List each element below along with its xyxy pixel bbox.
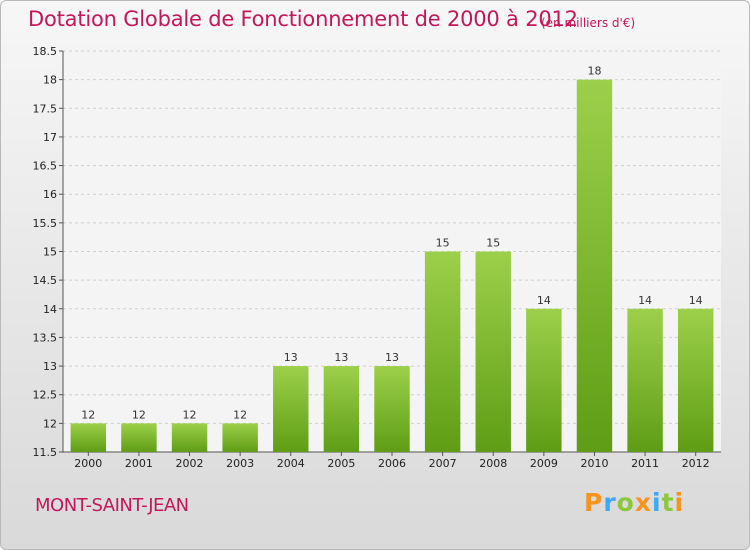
y-tick-label: 16.5: [33, 160, 58, 173]
bar-value-label: 13: [284, 351, 298, 364]
x-tick-label: 2010: [580, 457, 608, 470]
unit-note: (en milliers d'€): [541, 16, 636, 30]
x-tick-label: 2001: [125, 457, 153, 470]
y-tick-label: 13.5: [33, 331, 58, 344]
y-tick-label: 18.5: [33, 45, 58, 58]
x-tick-label: 2000: [74, 457, 102, 470]
x-tick-label: 2011: [631, 457, 659, 470]
x-tick-label: 2007: [429, 457, 457, 470]
bar: [222, 423, 258, 452]
bar: [121, 423, 157, 452]
y-tick-label: 14: [43, 303, 57, 316]
y-tick-label: 15: [43, 246, 57, 259]
y-tick-label: 17: [43, 131, 57, 144]
y-tick-label: 11.5: [33, 446, 58, 459]
bar-value-label: 12: [233, 408, 247, 421]
y-tick-label: 18: [43, 74, 57, 87]
bar: [677, 308, 714, 452]
x-tick-label: 2002: [176, 457, 204, 470]
logo-letter: t: [661, 488, 675, 517]
x-tick-label: 2006: [378, 457, 406, 470]
x-tick-label: 2008: [479, 457, 507, 470]
bar-value-label: 12: [132, 408, 146, 421]
y-tick-label: 16: [43, 188, 57, 201]
proxiti-logo[interactable]: Proxiti: [584, 488, 684, 517]
y-tick-label: 12: [43, 417, 57, 430]
bar-value-label: 12: [81, 408, 95, 421]
bar: [323, 366, 360, 452]
bar-value-label: 14: [638, 294, 652, 307]
bar: [171, 423, 208, 452]
y-tick-label: 13: [43, 360, 57, 373]
y-tick-label: 14.5: [33, 274, 58, 287]
logo-letter: o: [616, 488, 635, 517]
bar-value-label: 13: [385, 351, 399, 364]
bar-value-label: 18: [587, 65, 601, 78]
bar-value-label: 14: [537, 294, 551, 307]
y-tick-label: 12.5: [33, 389, 58, 402]
commune-name: MONT-SAINT-JEAN: [35, 495, 189, 516]
x-tick-label: 2009: [530, 457, 558, 470]
bar-value-label: 15: [436, 237, 450, 250]
bar-value-label: 13: [334, 351, 348, 364]
bar: [475, 251, 511, 452]
x-tick-label: 2012: [682, 457, 710, 470]
x-tick-label: 2005: [327, 457, 355, 470]
bar-value-label: 15: [486, 237, 500, 250]
bar: [576, 79, 613, 453]
logo-letter: x: [634, 488, 652, 517]
logo-letter: i: [674, 488, 685, 517]
logo-letter: i: [652, 488, 662, 517]
bar: [627, 308, 663, 452]
logo-letter: P: [584, 488, 604, 517]
bar: [273, 366, 309, 452]
chart-title: Dotation Globale de Fonctionnement de 20…: [28, 7, 578, 31]
bar-value-label: 12: [183, 408, 197, 421]
bar: [424, 251, 461, 452]
x-tick-label: 2004: [277, 457, 305, 470]
y-tick-label: 17.5: [33, 102, 58, 115]
bar: [526, 308, 562, 452]
bar: [374, 366, 410, 452]
bar-value-label: 14: [689, 294, 703, 307]
bar: [70, 423, 107, 452]
y-tick-label: 15.5: [33, 217, 58, 230]
x-tick-label: 2003: [226, 457, 254, 470]
logo-letter: r: [603, 488, 617, 517]
